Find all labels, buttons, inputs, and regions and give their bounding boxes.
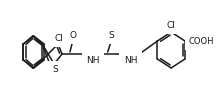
Text: NH: NH — [124, 56, 137, 65]
Text: S: S — [52, 66, 58, 75]
Text: S: S — [109, 31, 114, 40]
Text: Cl: Cl — [167, 21, 175, 30]
Text: O: O — [69, 31, 76, 40]
Text: NH: NH — [86, 56, 99, 65]
Text: COOH: COOH — [189, 37, 214, 46]
Text: Cl: Cl — [55, 33, 63, 42]
